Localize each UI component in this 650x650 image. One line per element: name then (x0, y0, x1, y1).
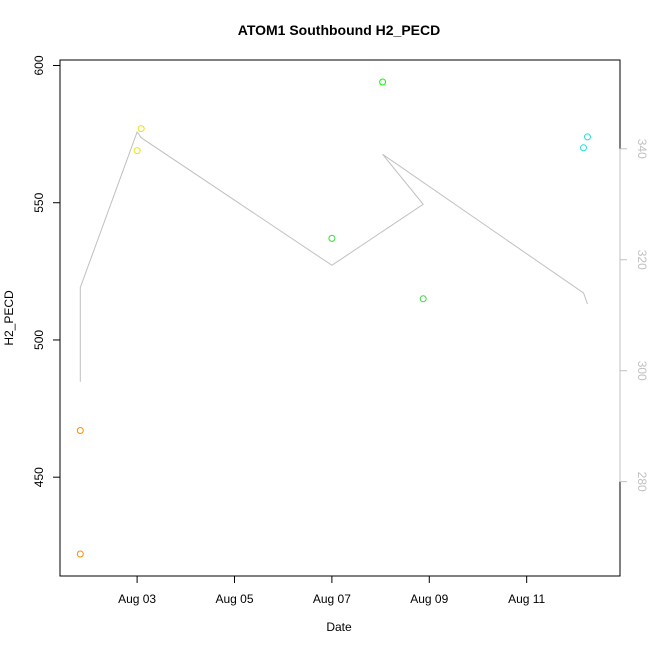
data-point-6 (419, 295, 427, 303)
x-axis: Aug 03 Aug 05 Aug 07 Aug 09 Aug 11 (118, 575, 546, 606)
data-point-0 (76, 427, 84, 434)
x-tick-label-0: Aug 03 (118, 592, 156, 606)
chart-title: ATOM1 Southbound H2_PECD (238, 22, 440, 38)
line-series (79, 131, 588, 382)
data-point-4 (328, 234, 336, 242)
data-point-2 (133, 147, 141, 155)
y-right-tick-label-1: 300 (635, 361, 649, 381)
y-left-tick-label-3: 600 (32, 55, 46, 75)
data-points (76, 78, 591, 558)
y-axis-label: H2_PECD (2, 290, 16, 346)
data-point-8 (584, 133, 591, 141)
y-right-tick-label-2: 320 (635, 250, 649, 270)
y-axis-right: 280 300 320 340 (619, 139, 649, 492)
x-tick-label-2: Aug 07 (313, 592, 351, 606)
y-axis-left: 450 500 550 600 (32, 55, 61, 487)
data-point-3 (137, 125, 145, 133)
data-point-5 (379, 78, 387, 86)
line-series-path (79, 131, 588, 382)
x-tick-label-1: Aug 05 (215, 592, 253, 606)
y-left-tick-label-2: 550 (32, 192, 46, 212)
data-point-7 (580, 144, 587, 152)
x-tick-label-4: Aug 11 (508, 592, 545, 606)
plot-frame (59, 59, 621, 577)
y-left-tick-label-0: 450 (32, 467, 46, 487)
data-point-1 (76, 550, 84, 558)
y-right-tick-label-0: 280 (635, 472, 649, 492)
x-axis-label: Date (326, 620, 352, 634)
y-right-tick-label-3: 340 (635, 139, 649, 159)
x-tick-label-3: Aug 09 (410, 592, 448, 606)
y-left-tick-label-1: 500 (32, 330, 46, 350)
